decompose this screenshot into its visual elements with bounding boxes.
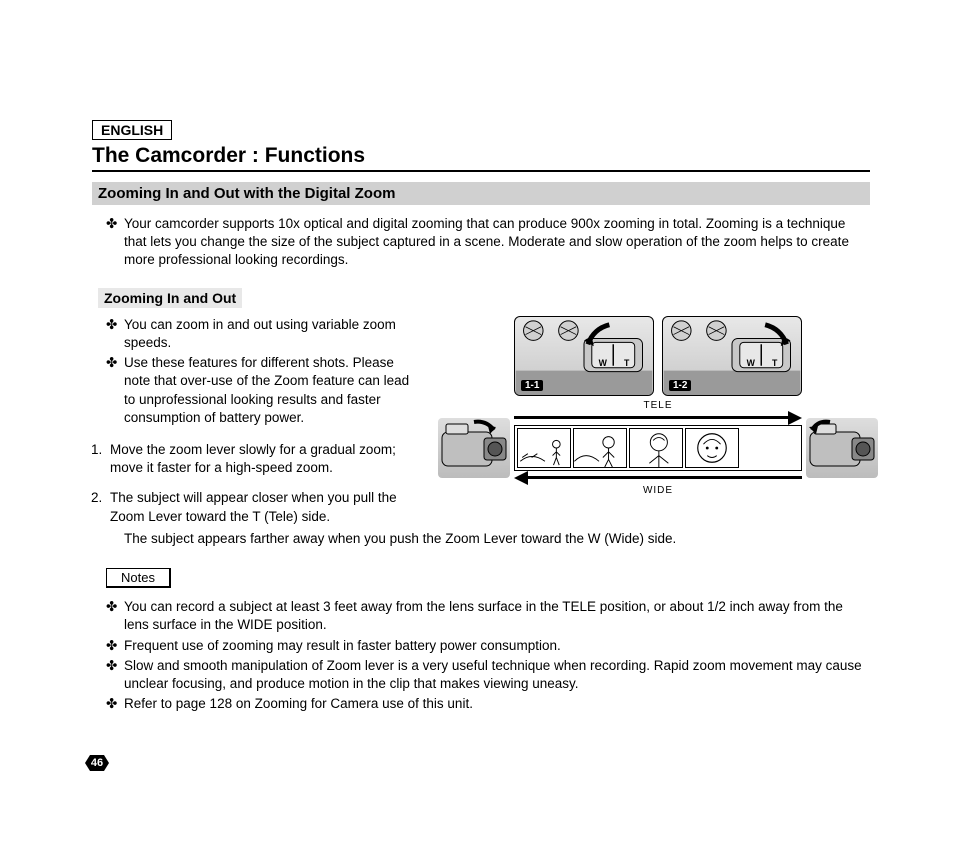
bullet-text: Your camcorder supports 10x optical and …	[124, 215, 870, 270]
lever-label: 1-1	[521, 380, 543, 391]
camcorder-icon-wide	[438, 418, 510, 478]
list-item: The subject will appear closer when you …	[106, 489, 422, 525]
zoom-strip: TELE	[514, 400, 802, 496]
page-number-badge: 46	[80, 753, 114, 773]
bullet-glyph: ✤	[106, 657, 124, 693]
bullet-item: ✤ Your camcorder supports 10x optical an…	[106, 215, 870, 270]
bullet-text: Frequent use of zooming may result in fa…	[124, 637, 870, 655]
bullet-text: Slow and smooth manipulation of Zoom lev…	[124, 657, 870, 693]
language-box: ENGLISH	[92, 120, 172, 140]
zoom-frame	[573, 428, 627, 468]
bullet-glyph: ✤	[106, 316, 124, 352]
section-heading: Zooming In and Out with the Digital Zoom	[92, 182, 870, 205]
camcorder-icon-tele	[806, 418, 878, 478]
left-column: ✤ You can zoom in and out using variable…	[92, 316, 422, 538]
list-item: Move the zoom lever slowly for a gradual…	[106, 441, 422, 477]
bullet-glyph: ✤	[106, 598, 124, 634]
bullet-glyph: ✤	[106, 695, 124, 713]
bullet-text: You can record a subject at least 3 feet…	[124, 598, 870, 634]
arrow-tele	[514, 411, 802, 425]
sub-heading: Zooming In and Out	[98, 288, 242, 308]
content-columns: ✤ You can zoom in and out using variable…	[92, 316, 870, 538]
zoom-diagram: W T 1-1	[438, 316, 878, 516]
sub-bullets: ✤ You can zoom in and out using variable…	[106, 316, 422, 427]
bullet-text: You can zoom in and out using variable z…	[124, 316, 422, 352]
bullet-item: ✤ Use these features for different shots…	[106, 354, 422, 427]
bullet-item: ✤ Slow and smooth manipulation of Zoom l…	[106, 657, 870, 693]
zoom-frames	[514, 425, 802, 471]
zoom-frame	[629, 428, 683, 468]
bullet-glyph: ✤	[106, 637, 124, 655]
svg-text:W: W	[747, 357, 756, 367]
bullet-item: ✤ You can zoom in and out using variable…	[106, 316, 422, 352]
bullet-text: Refer to page 128 on Zooming for Camera …	[124, 695, 870, 713]
lever-label: 1-2	[669, 380, 691, 391]
lever-illustrations: W T 1-1	[438, 316, 878, 396]
zoom-strip-row: TELE	[438, 400, 878, 496]
page-title: The Camcorder : Functions	[92, 144, 870, 172]
svg-text:T: T	[772, 357, 778, 367]
lever-box-1: W T 1-1	[514, 316, 654, 396]
numbered-steps: Move the zoom lever slowly for a gradual…	[106, 441, 422, 526]
bullet-item: ✤ Frequent use of zooming may result in …	[106, 637, 870, 655]
svg-text:T: T	[624, 357, 630, 367]
lever-box-2: W T 1-2	[662, 316, 802, 396]
manual-page: ENGLISH The Camcorder : Functions Zoomin…	[0, 0, 954, 859]
zoom-frame	[685, 428, 739, 468]
notes-bullets: ✤ You can record a subject at least 3 fe…	[106, 598, 870, 713]
tele-label: TELE	[514, 400, 802, 411]
notes-heading: Notes	[106, 568, 171, 588]
bullet-glyph: ✤	[106, 215, 124, 270]
bullet-item: ✤ You can record a subject at least 3 fe…	[106, 598, 870, 634]
bullet-text: Use these features for different shots. …	[124, 354, 422, 427]
svg-text:W: W	[599, 357, 608, 367]
numbered-extra-line: The subject appears farther away when yo…	[124, 530, 870, 548]
intro-bullets: ✤ Your camcorder supports 10x optical an…	[106, 215, 870, 270]
page-number: 46	[91, 757, 103, 769]
zoom-frame	[517, 428, 571, 468]
arrow-wide	[514, 471, 802, 485]
bullet-glyph: ✤	[106, 354, 124, 427]
wide-label: WIDE	[514, 485, 802, 496]
bullet-item: ✤ Refer to page 128 on Zooming for Camer…	[106, 695, 870, 713]
